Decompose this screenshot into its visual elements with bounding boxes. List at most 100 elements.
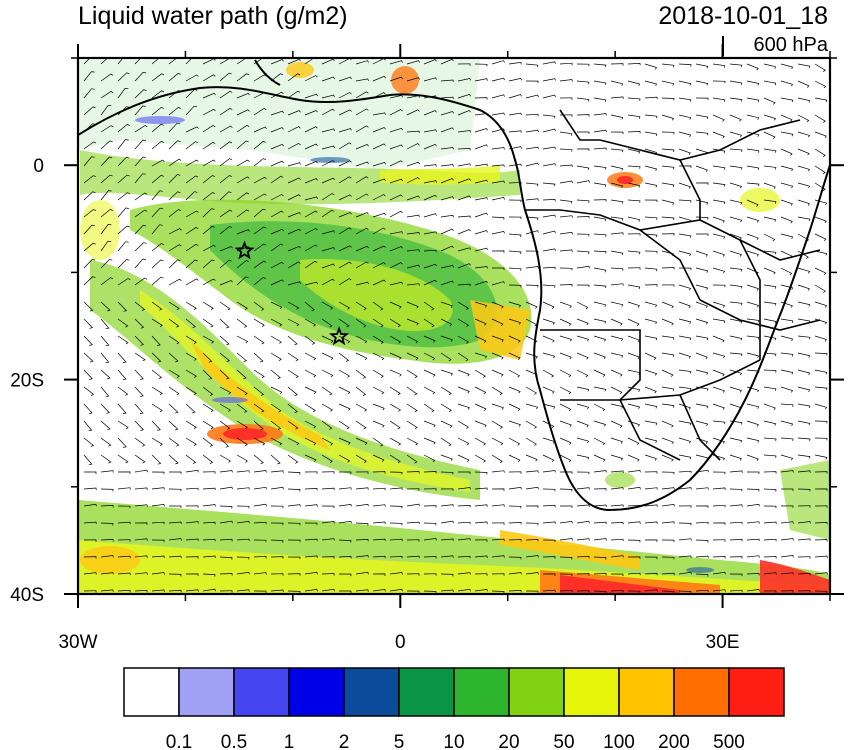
wind-barb bbox=[712, 199, 726, 205]
wind-barb bbox=[508, 556, 522, 560]
wind-barb bbox=[287, 281, 301, 286]
wind-barb bbox=[287, 162, 301, 167]
colorbar-box bbox=[178, 667, 235, 717]
wind-barb bbox=[134, 469, 148, 473]
wind-barb bbox=[372, 589, 386, 592]
wind-barb bbox=[202, 301, 214, 310]
wind-barb bbox=[746, 403, 760, 409]
wind-barb bbox=[457, 521, 471, 525]
wind-barb bbox=[525, 555, 539, 558]
wind-barb bbox=[508, 130, 522, 133]
wind-barb bbox=[593, 590, 607, 594]
wind-barb bbox=[423, 77, 437, 82]
wind-barb bbox=[406, 318, 419, 326]
wind-barb bbox=[542, 369, 555, 378]
wind-barb bbox=[814, 148, 826, 158]
wind-barb bbox=[491, 77, 505, 82]
wind-barb bbox=[661, 284, 675, 287]
wind-barb bbox=[576, 520, 590, 524]
wind-barb bbox=[355, 91, 369, 99]
wind-barb bbox=[780, 114, 793, 122]
wind-barb bbox=[644, 199, 658, 203]
wind-barb bbox=[83, 454, 93, 466]
wind-barb bbox=[814, 488, 828, 491]
wind-barb bbox=[593, 352, 606, 360]
colorbar-label: 5 bbox=[394, 732, 405, 750]
wind-barb bbox=[83, 335, 93, 346]
wind-barb bbox=[559, 521, 573, 524]
wind-barb bbox=[423, 573, 437, 576]
wind-barb bbox=[729, 521, 743, 525]
wind-barb bbox=[253, 590, 267, 594]
wind-barb bbox=[644, 63, 658, 70]
wind-barb bbox=[236, 229, 250, 235]
wind-barb bbox=[661, 556, 675, 560]
wind-barb bbox=[219, 107, 233, 116]
wind-barb bbox=[389, 538, 403, 542]
wind-barb bbox=[644, 352, 657, 360]
wind-barb bbox=[644, 403, 658, 409]
wind-barb bbox=[168, 209, 182, 218]
wind-barb bbox=[440, 264, 454, 269]
wind-barb bbox=[542, 266, 556, 270]
wind-barb bbox=[389, 437, 402, 446]
wind-barb bbox=[814, 505, 828, 508]
wind-barb bbox=[729, 556, 743, 559]
wind-barb bbox=[338, 573, 352, 577]
wind-barb bbox=[491, 335, 504, 343]
wind-barb bbox=[729, 63, 743, 68]
wind-barb bbox=[508, 590, 522, 593]
wind-barb bbox=[525, 539, 539, 542]
wind-barb bbox=[270, 470, 284, 473]
wind-barb bbox=[423, 143, 437, 150]
wind-barb bbox=[593, 182, 607, 188]
wind-barb bbox=[559, 573, 573, 577]
wind-barb bbox=[100, 301, 111, 312]
wind-barb bbox=[151, 420, 161, 431]
wind-barb bbox=[440, 403, 452, 412]
wind-barb bbox=[406, 352, 419, 360]
wind-barb bbox=[100, 224, 112, 235]
wind-barb bbox=[423, 279, 437, 286]
wind-barb bbox=[593, 556, 607, 560]
wind-barb bbox=[253, 91, 267, 99]
wind-barb bbox=[661, 471, 675, 475]
wind-barb bbox=[304, 244, 318, 252]
wind-barb bbox=[695, 267, 709, 273]
wind-barb bbox=[168, 158, 182, 167]
wind-barb bbox=[117, 471, 131, 474]
wind-barb bbox=[780, 386, 794, 393]
wind-barb bbox=[678, 470, 692, 474]
wind-barb bbox=[270, 279, 284, 286]
wind-barb bbox=[729, 199, 743, 205]
wind-barb bbox=[372, 369, 384, 378]
wind-barb bbox=[304, 504, 318, 507]
wind-barb bbox=[627, 114, 641, 119]
wind-barb bbox=[474, 539, 488, 542]
wind-barb bbox=[746, 521, 760, 524]
wind-barb bbox=[797, 403, 811, 409]
wind-barb bbox=[593, 129, 607, 133]
wind-barb bbox=[678, 590, 692, 594]
wind-barb bbox=[83, 58, 91, 65]
wind-barb bbox=[168, 174, 181, 184]
wind-barb bbox=[797, 165, 811, 172]
wind-barb bbox=[729, 437, 743, 443]
wind-barb bbox=[644, 539, 658, 542]
wind-barb bbox=[270, 110, 284, 116]
wind-barb bbox=[372, 75, 386, 82]
wind-barb bbox=[236, 109, 250, 116]
wind-barb bbox=[406, 539, 420, 542]
wind-barb bbox=[423, 538, 437, 541]
wind-barb bbox=[610, 182, 624, 188]
wind-barb bbox=[270, 175, 284, 184]
wind-barb bbox=[287, 386, 298, 397]
wind-barb bbox=[610, 318, 623, 326]
wind-barb bbox=[134, 590, 148, 593]
wind-barb bbox=[423, 213, 437, 218]
colorbar-label: 0.1 bbox=[166, 732, 192, 750]
wind-barb bbox=[185, 175, 199, 184]
wind-barb bbox=[593, 369, 606, 377]
wind-barb bbox=[678, 386, 692, 391]
wind-barb bbox=[712, 80, 726, 84]
